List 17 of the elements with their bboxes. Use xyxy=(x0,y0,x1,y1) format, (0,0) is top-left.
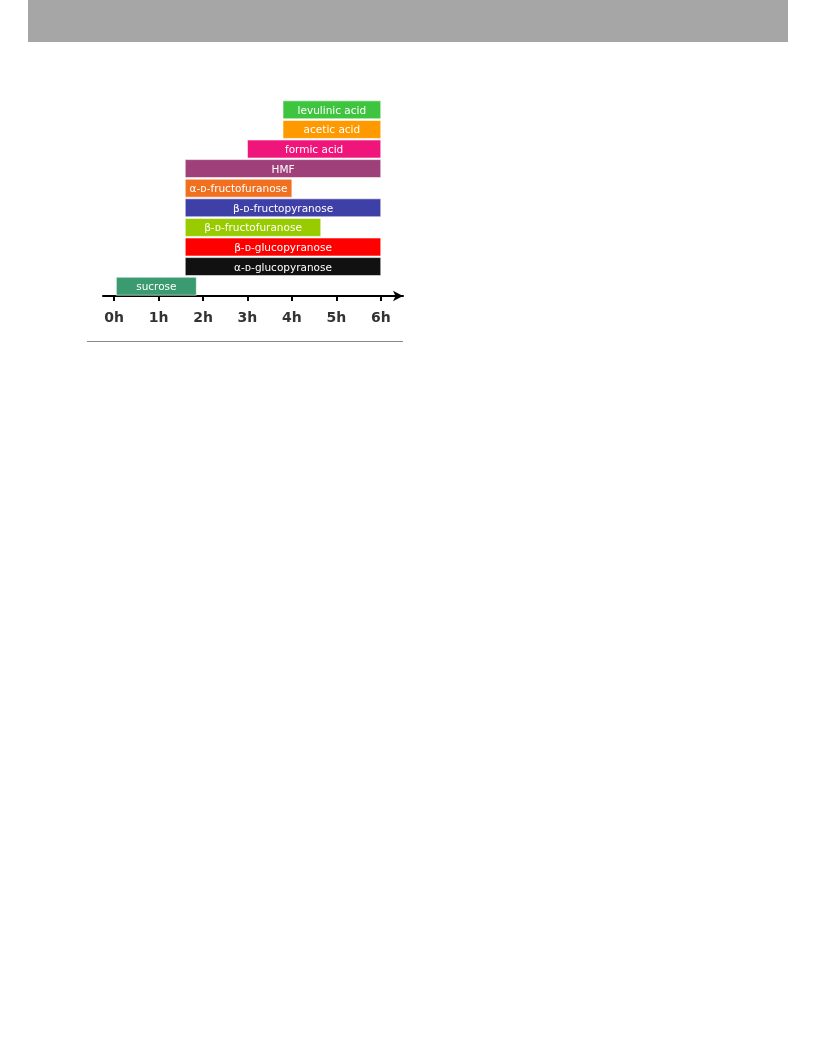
x-tick-label: 5h xyxy=(326,309,347,325)
y-tick-label: α-ᴅ-glucopyranose xyxy=(234,260,332,273)
y-tick-label: β-ᴅ-fructopyranose xyxy=(232,201,334,214)
y-tick-label: sucrose xyxy=(136,280,177,293)
y-tick-label: HMF xyxy=(271,162,295,175)
x-tick-label: 4h xyxy=(282,309,302,325)
x-tick-label: 1h xyxy=(148,309,169,325)
y-tick-label: levulinic acid xyxy=(297,103,367,116)
y-tick-label: β-ᴅ-fructofuranose xyxy=(204,221,302,234)
x-tick-label: 0h xyxy=(104,309,124,325)
x-tick-label: 6h xyxy=(370,309,391,325)
y-tick-label: β-ᴅ-glucopyranose xyxy=(234,241,332,253)
y-tick-label: formic acid xyxy=(284,143,344,155)
y-tick-label: acetic acid xyxy=(303,123,361,136)
x-tick-label: 3h xyxy=(237,309,258,325)
y-tick-label: α-ᴅ-fructofuranose xyxy=(189,182,288,195)
x-tick-label: 2h xyxy=(193,309,213,325)
